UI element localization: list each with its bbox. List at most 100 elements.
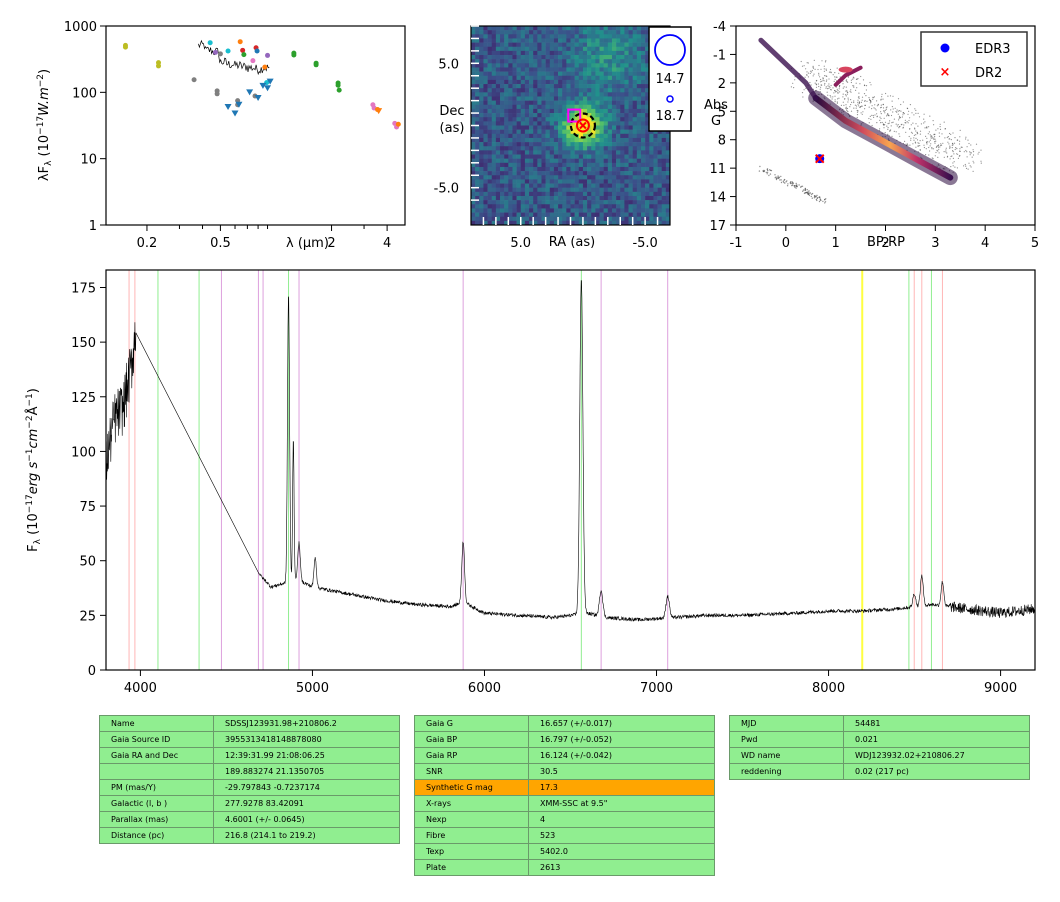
image-pixel bbox=[537, 154, 542, 159]
image-pixel bbox=[620, 84, 625, 89]
image-pixel bbox=[537, 220, 542, 226]
hrd-field-star bbox=[846, 110, 848, 112]
image-pixel bbox=[661, 137, 667, 143]
hrd-field-star bbox=[838, 72, 840, 74]
image-pixel bbox=[558, 146, 563, 151]
hrd-field-star bbox=[811, 71, 813, 73]
image-pixel bbox=[620, 59, 625, 64]
image-pixel bbox=[607, 92, 613, 97]
hrd-field-star bbox=[950, 166, 952, 168]
image-pixel bbox=[570, 26, 575, 31]
image-pixel bbox=[504, 104, 509, 110]
image-pixel bbox=[632, 158, 638, 164]
image-pixel bbox=[537, 113, 542, 118]
image-pixel bbox=[566, 166, 571, 172]
image-pixel bbox=[587, 71, 592, 77]
image-pixel bbox=[582, 162, 588, 168]
hrd-field-star bbox=[854, 104, 857, 106]
image-y-tick-label: -5.0 bbox=[434, 182, 459, 197]
image-pixel bbox=[599, 129, 604, 135]
image-pixel bbox=[645, 220, 650, 226]
image-pixel bbox=[653, 216, 658, 222]
image-pixel bbox=[479, 34, 484, 39]
hrd-field-star bbox=[846, 93, 848, 95]
image-pixel bbox=[529, 146, 534, 151]
image-pixel bbox=[591, 84, 596, 89]
image-pixel bbox=[599, 117, 604, 122]
table-row: WD name WDJ123932.02+210806.27 bbox=[729, 747, 1030, 764]
image-pixel bbox=[661, 187, 667, 193]
image-pixel bbox=[545, 71, 551, 77]
image-pixel bbox=[591, 137, 596, 143]
image-pixel bbox=[574, 108, 580, 114]
image-pixel bbox=[562, 208, 567, 213]
image-pixel bbox=[491, 55, 497, 60]
image-pixel bbox=[645, 150, 650, 155]
image-pixel bbox=[607, 46, 613, 52]
table-key-cell: Plate bbox=[414, 859, 529, 876]
image-pixel bbox=[541, 108, 546, 114]
image-pixel bbox=[529, 179, 534, 184]
image-pixel bbox=[611, 34, 617, 39]
image-pixel bbox=[628, 191, 633, 197]
sed-point bbox=[214, 91, 220, 97]
image-pixel bbox=[504, 195, 509, 201]
hrd-x-tick-label: 2 bbox=[881, 236, 889, 251]
sed-y-tick-label: 1000 bbox=[64, 20, 97, 35]
hrd-field-star bbox=[847, 97, 849, 99]
hrd-field-star bbox=[824, 82, 826, 85]
image-pixel bbox=[545, 26, 551, 31]
hrd-field-star bbox=[838, 97, 840, 99]
image-pixel bbox=[611, 50, 617, 56]
image-pixel bbox=[603, 125, 609, 130]
table-value-cell: 17.3 bbox=[528, 779, 715, 796]
image-pixel bbox=[603, 154, 609, 159]
image-pixel bbox=[491, 26, 497, 31]
image-pixel bbox=[587, 38, 592, 43]
image-pixel bbox=[549, 75, 555, 81]
table-key-cell: Distance (pc) bbox=[99, 827, 214, 844]
sed-upper-limit bbox=[254, 95, 262, 102]
image-pixel bbox=[537, 104, 542, 110]
image-pixel bbox=[657, 150, 663, 155]
image-pixel bbox=[628, 150, 633, 155]
hrd-field-star bbox=[834, 95, 836, 97]
hrd-field-star bbox=[911, 112, 913, 114]
image-pixel bbox=[624, 121, 629, 126]
image-pixel bbox=[624, 46, 629, 52]
image-pixel bbox=[475, 59, 480, 64]
image-pixel bbox=[582, 183, 588, 188]
image-pixel bbox=[520, 100, 526, 106]
hrd-field-star bbox=[875, 109, 877, 111]
image-pixel bbox=[553, 46, 559, 52]
hrd-wd-star bbox=[792, 184, 794, 186]
hrd-wd-star bbox=[822, 200, 824, 203]
hrd-field-star bbox=[930, 136, 932, 138]
hrd-field-star bbox=[882, 123, 885, 125]
image-pixel bbox=[632, 117, 638, 122]
hrd-field-star bbox=[843, 104, 845, 106]
image-pixel bbox=[524, 63, 530, 68]
image-pixel bbox=[661, 208, 667, 213]
image-pixel bbox=[578, 175, 584, 180]
image-pixel bbox=[578, 42, 584, 48]
hrd-field-star bbox=[824, 84, 826, 86]
image-pixel bbox=[520, 220, 526, 226]
image-pixel bbox=[578, 146, 584, 151]
image-pixel bbox=[541, 195, 546, 201]
image-pixel bbox=[611, 84, 617, 89]
image-pixel bbox=[487, 84, 493, 89]
image-pixel bbox=[636, 187, 642, 193]
image-pixel bbox=[504, 187, 509, 193]
image-pixel bbox=[574, 38, 580, 43]
image-pixel bbox=[562, 200, 567, 205]
image-pixel bbox=[636, 133, 642, 139]
hrd-field-star bbox=[869, 102, 871, 104]
hrd-field-star bbox=[923, 118, 925, 120]
image-pixel bbox=[487, 142, 493, 147]
image-pixel bbox=[500, 42, 505, 48]
image-pixel bbox=[500, 26, 505, 31]
image-pixel bbox=[520, 42, 526, 48]
image-pixel bbox=[495, 79, 501, 85]
image-pixel bbox=[611, 104, 617, 110]
